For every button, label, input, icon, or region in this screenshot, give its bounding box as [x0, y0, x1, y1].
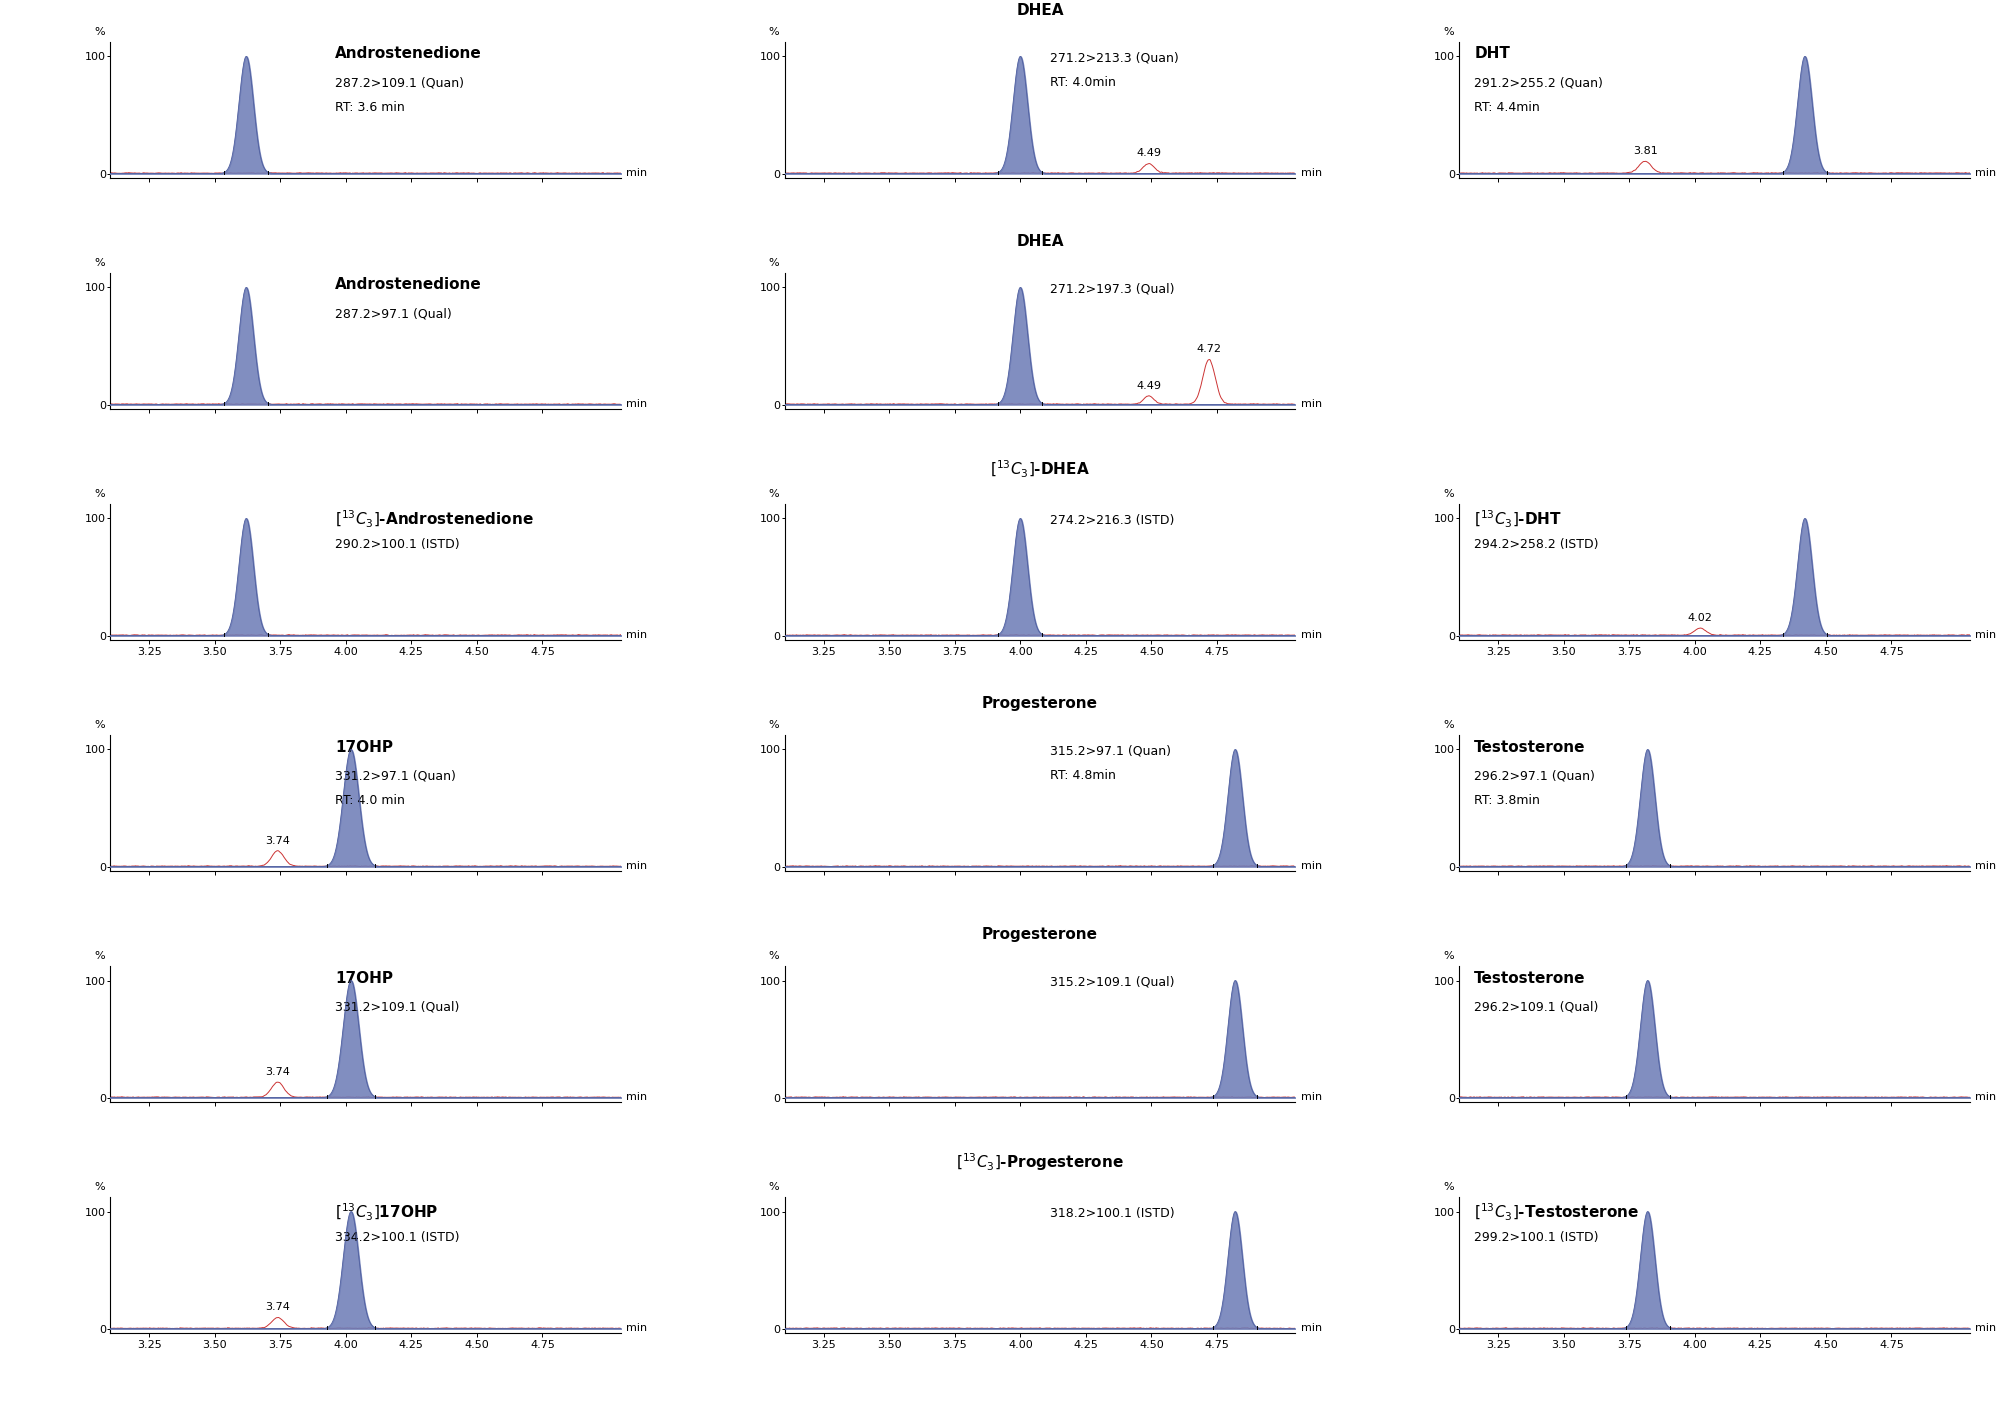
Text: 290.2>100.1 (ISTD): 290.2>100.1 (ISTD): [334, 539, 460, 552]
Text: 17OHP: 17OHP: [334, 739, 392, 755]
Text: %: %: [1444, 490, 1454, 499]
Text: min: min: [1300, 1092, 1322, 1102]
Text: Testosterone: Testosterone: [1474, 739, 1586, 755]
Text: %: %: [94, 258, 104, 268]
Text: 17OHP: 17OHP: [334, 971, 392, 985]
Text: Progesterone: Progesterone: [982, 927, 1098, 943]
Text: DHT: DHT: [1474, 47, 1510, 62]
Text: $[^{13}C_3]$-Androstenedione: $[^{13}C_3]$-Androstenedione: [334, 508, 534, 529]
Text: %: %: [768, 258, 780, 268]
Text: 3.74: 3.74: [266, 1067, 290, 1077]
Text: min: min: [1976, 168, 1996, 178]
Text: %: %: [768, 951, 780, 961]
Text: $[^{13}C_3]$-Progesterone: $[^{13}C_3]$-Progesterone: [956, 1151, 1124, 1173]
Text: min: min: [1300, 168, 1322, 178]
Text: %: %: [768, 27, 780, 37]
Text: Progesterone: Progesterone: [982, 696, 1098, 711]
Text: min: min: [626, 1324, 648, 1333]
Text: 331.2>97.1 (Quan): 331.2>97.1 (Quan): [334, 769, 456, 783]
Text: %: %: [1444, 951, 1454, 961]
Text: Androstenedione: Androstenedione: [334, 278, 482, 292]
Text: RT: 3.8min: RT: 3.8min: [1474, 794, 1540, 807]
Text: 3.74: 3.74: [266, 835, 290, 845]
Text: 315.2>97.1 (Quan): 315.2>97.1 (Quan): [1050, 745, 1172, 758]
Text: min: min: [626, 861, 648, 872]
Text: min: min: [1976, 1324, 1996, 1333]
Text: RT: 3.6 min: RT: 3.6 min: [334, 100, 404, 114]
Text: 299.2>100.1 (ISTD): 299.2>100.1 (ISTD): [1474, 1232, 1598, 1245]
Text: RT: 4.8min: RT: 4.8min: [1050, 769, 1116, 783]
Text: 287.2>97.1 (Qual): 287.2>97.1 (Qual): [334, 308, 452, 320]
Text: 4.02: 4.02: [1688, 612, 1712, 622]
Text: min: min: [1976, 1092, 1996, 1102]
Text: 318.2>100.1 (ISTD): 318.2>100.1 (ISTD): [1050, 1206, 1174, 1221]
Text: Androstenedione: Androstenedione: [334, 47, 482, 62]
Text: $[^{13}C_3]$-DHT: $[^{13}C_3]$-DHT: [1474, 508, 1562, 529]
Text: 271.2>213.3 (Quan): 271.2>213.3 (Quan): [1050, 52, 1178, 65]
Text: $[^{13}C_3]$-Testosterone: $[^{13}C_3]$-Testosterone: [1474, 1202, 1640, 1223]
Text: %: %: [94, 490, 104, 499]
Text: %: %: [768, 720, 780, 729]
Text: 4.49: 4.49: [1136, 381, 1162, 391]
Text: min: min: [1976, 631, 1996, 641]
Text: 271.2>197.3 (Qual): 271.2>197.3 (Qual): [1050, 282, 1174, 296]
Text: RT: 4.4min: RT: 4.4min: [1474, 100, 1540, 114]
Text: 3.81: 3.81: [1632, 145, 1658, 157]
Text: min: min: [1300, 631, 1322, 641]
Text: $[^{13}C_3]$-DHEA: $[^{13}C_3]$-DHEA: [990, 459, 1090, 480]
Text: $[^{13}C_3]$17OHP: $[^{13}C_3]$17OHP: [334, 1202, 438, 1223]
Text: %: %: [1444, 27, 1454, 37]
Text: min: min: [626, 1092, 648, 1102]
Text: %: %: [94, 951, 104, 961]
Text: DHEA: DHEA: [1016, 234, 1064, 248]
Text: %: %: [1444, 720, 1454, 729]
Text: 331.2>109.1 (Qual): 331.2>109.1 (Qual): [334, 1000, 460, 1013]
Text: 296.2>109.1 (Qual): 296.2>109.1 (Qual): [1474, 1000, 1598, 1013]
Text: 334.2>100.1 (ISTD): 334.2>100.1 (ISTD): [334, 1232, 460, 1245]
Text: DHEA: DHEA: [1016, 3, 1064, 18]
Text: %: %: [768, 1182, 780, 1192]
Text: %: %: [94, 27, 104, 37]
Text: min: min: [626, 168, 648, 178]
Text: Testosterone: Testosterone: [1474, 971, 1586, 985]
Text: 294.2>258.2 (ISTD): 294.2>258.2 (ISTD): [1474, 539, 1598, 552]
Text: %: %: [94, 720, 104, 729]
Text: 3.74: 3.74: [266, 1302, 290, 1312]
Text: min: min: [1976, 861, 1996, 872]
Text: 296.2>97.1 (Quan): 296.2>97.1 (Quan): [1474, 769, 1596, 783]
Text: min: min: [1300, 861, 1322, 872]
Text: %: %: [94, 1182, 104, 1192]
Text: 291.2>255.2 (Quan): 291.2>255.2 (Quan): [1474, 76, 1604, 89]
Text: 4.72: 4.72: [1196, 344, 1222, 354]
Text: RT: 4.0 min: RT: 4.0 min: [334, 794, 404, 807]
Text: %: %: [768, 490, 780, 499]
Text: min: min: [1300, 399, 1322, 409]
Text: min: min: [626, 631, 648, 641]
Text: 274.2>216.3 (ISTD): 274.2>216.3 (ISTD): [1050, 514, 1174, 526]
Text: 315.2>109.1 (Qual): 315.2>109.1 (Qual): [1050, 976, 1174, 989]
Text: %: %: [1444, 1182, 1454, 1192]
Text: RT: 4.0min: RT: 4.0min: [1050, 76, 1116, 89]
Text: min: min: [1300, 1324, 1322, 1333]
Text: 4.49: 4.49: [1136, 148, 1162, 158]
Text: min: min: [626, 399, 648, 409]
Text: 287.2>109.1 (Quan): 287.2>109.1 (Quan): [334, 76, 464, 89]
